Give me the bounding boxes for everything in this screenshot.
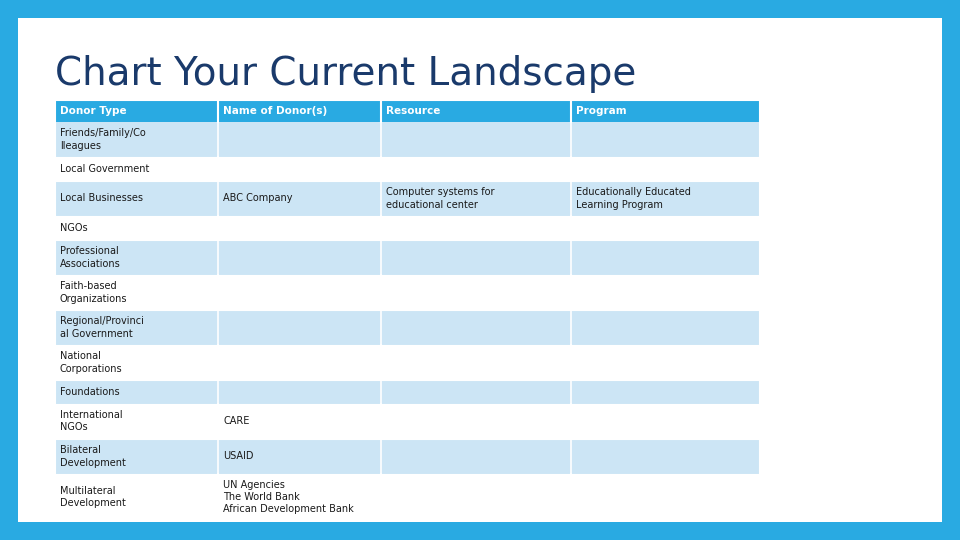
Text: National
Corporations: National Corporations [60,351,123,374]
Bar [55,100,760,520]
Text: Local Government: Local Government [60,164,150,174]
Bar [55,439,760,474]
Bar [55,275,760,310]
Bar [55,474,760,520]
Text: Friends/Family/Co
lleagues: Friends/Family/Co lleagues [60,129,146,151]
Text: Foundations: Foundations [60,387,120,397]
Text: Regional/Provinci
al Government: Regional/Provinci al Government [60,316,144,339]
Bar [55,216,760,240]
Text: NGOs: NGOs [60,223,87,233]
Text: USAID: USAID [223,451,253,461]
Text: International
NGOs: International NGOs [60,410,123,433]
Text: Chart Your Current Landscape: Chart Your Current Landscape [55,55,636,93]
Text: Resource: Resource [386,106,441,116]
Bar [55,122,760,157]
Text: CARE: CARE [223,416,250,426]
Text: Donor Type: Donor Type [60,106,127,116]
Text: Program: Program [576,106,626,116]
Text: Bilateral
Development: Bilateral Development [60,445,126,468]
Bar [55,181,760,216]
Bar [55,380,760,404]
Bar [55,345,760,380]
Text: ABC Company: ABC Company [223,193,293,204]
Text: UN Agencies
The World Bank
African Development Bank: UN Agencies The World Bank African Devel… [223,480,354,514]
Text: Faith-based
Organizations: Faith-based Organizations [60,281,128,303]
Bar [55,240,760,275]
Text: Name of Donor(s): Name of Donor(s) [223,106,327,116]
Bar [55,310,760,345]
Bar [55,100,760,122]
Text: Multilateral
Development: Multilateral Development [60,485,126,508]
Text: Computer systems for
educational center: Computer systems for educational center [386,187,494,210]
Text: Local Businesses: Local Businesses [60,193,143,204]
Bar [55,404,760,439]
Bar [55,157,760,181]
Text: Professional
Associations: Professional Associations [60,246,121,268]
Bar [55,100,760,520]
Text: Educationally Educated
Learning Program: Educationally Educated Learning Program [576,187,690,210]
